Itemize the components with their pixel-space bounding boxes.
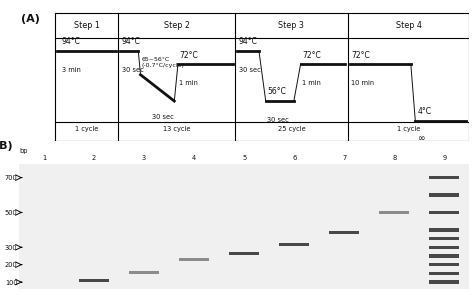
Bar <box>429 176 459 179</box>
Text: Step 3: Step 3 <box>278 21 304 30</box>
Bar <box>429 254 459 258</box>
FancyBboxPatch shape <box>55 13 469 141</box>
Bar <box>329 231 359 234</box>
Text: 94°C: 94°C <box>62 38 81 46</box>
Bar <box>429 263 459 266</box>
Text: Step 4: Step 4 <box>395 21 421 30</box>
Text: Step 2: Step 2 <box>164 21 190 30</box>
Text: 56°C: 56°C <box>267 88 286 97</box>
Bar <box>429 237 459 240</box>
Text: (A): (A) <box>21 14 40 24</box>
Bar <box>129 271 159 274</box>
Bar <box>429 193 459 197</box>
Text: 30 sec: 30 sec <box>122 67 143 73</box>
Bar <box>429 228 459 232</box>
Text: (B): (B) <box>0 141 13 151</box>
Text: 30 sec: 30 sec <box>239 67 260 73</box>
Text: 1 cycle: 1 cycle <box>397 126 420 132</box>
Text: Step 1: Step 1 <box>73 21 100 30</box>
Bar <box>429 211 459 214</box>
Bar <box>79 279 109 282</box>
Text: bp: bp <box>19 148 27 154</box>
Bar <box>229 252 259 255</box>
Text: 65~56°C
(-0.7°C/cycle): 65~56°C (-0.7°C/cycle) <box>142 57 185 68</box>
Bar <box>429 246 459 249</box>
Text: 13 cycle: 13 cycle <box>163 126 191 132</box>
Text: 94°C: 94°C <box>122 38 140 46</box>
Bar <box>179 258 209 261</box>
Text: 1 min: 1 min <box>179 80 198 86</box>
Text: 4°C: 4°C <box>418 107 431 116</box>
Bar <box>279 243 309 246</box>
Text: 72°C: 72°C <box>302 51 321 60</box>
Bar <box>429 280 459 284</box>
Text: 94°C: 94°C <box>239 38 257 46</box>
Bar <box>429 272 459 275</box>
Text: 72°C: 72°C <box>179 51 198 60</box>
Text: 3 min: 3 min <box>62 67 81 73</box>
Text: 25 cycle: 25 cycle <box>277 126 305 132</box>
Text: 1 min: 1 min <box>302 80 321 86</box>
Text: 30 sec: 30 sec <box>152 114 173 120</box>
Text: 10 min: 10 min <box>351 80 374 86</box>
Text: 30 sec: 30 sec <box>267 117 289 123</box>
Text: ∞: ∞ <box>418 134 425 143</box>
Bar <box>379 211 409 214</box>
Text: 1 cycle: 1 cycle <box>75 126 98 132</box>
Text: 72°C: 72°C <box>351 51 370 60</box>
